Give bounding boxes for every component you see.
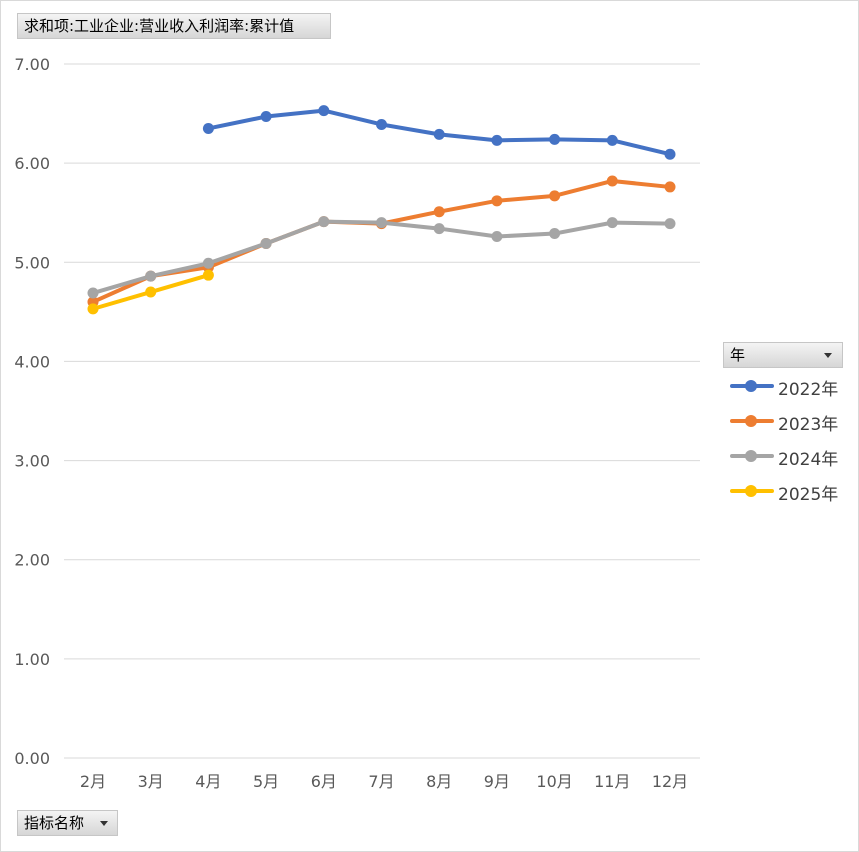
data-point[interactable] [376,217,387,229]
x-tick-label: 7月 [368,772,394,791]
data-point[interactable] [606,175,618,187]
y-tick-label: 7.00 [14,55,50,74]
x-tick-label: 4月 [195,772,221,791]
series-4 [87,269,214,315]
data-point[interactable] [433,223,445,235]
data-point[interactable] [491,134,503,146]
data-point[interactable] [491,195,503,207]
value-field-label: 求和项:工业企业:营业收入利润率:累计值 [24,17,295,35]
data-point[interactable] [664,148,676,160]
chevron-down-icon[interactable] [824,353,832,358]
legend-item-2022[interactable]: 2022年 [726,370,846,405]
y-tick-label: 1.00 [14,650,50,669]
y-tick-label: 2.00 [14,551,50,570]
data-point[interactable] [318,105,330,117]
data-point[interactable] [318,216,330,228]
y-tick-label: 0.00 [14,749,50,768]
data-point[interactable] [549,133,561,145]
data-point[interactable] [549,228,561,240]
legend-item-2024[interactable]: 2024年 [726,440,846,475]
x-tick-label: 10月 [536,772,572,791]
axis-field-label: 指标名称 [24,814,85,832]
y-tick-label: 6.00 [14,154,50,173]
series-3 [87,216,676,299]
series-lines [87,105,676,315]
x-tick-label: 8月 [426,772,452,791]
legend-marker-icon [745,380,757,392]
x-tick-label: 12月 [652,772,688,791]
legend-label: 2024年 [778,450,839,470]
data-point[interactable] [260,237,272,249]
data-point[interactable] [606,217,618,229]
legend: 2022年 2023年 2024年 2025年 [726,370,846,510]
x-tick-label: 5月 [253,772,279,791]
data-point[interactable] [202,122,214,134]
legend-label: 2022年 [778,380,839,400]
data-point[interactable] [606,134,618,146]
legend-marker-icon [745,415,757,427]
gridlines [64,63,700,759]
data-point[interactable] [202,257,214,269]
data-point[interactable] [87,303,99,315]
data-point[interactable] [549,190,561,202]
data-point[interactable] [433,206,445,218]
data-point[interactable] [260,111,272,123]
data-point[interactable] [433,128,445,140]
y-tick-label: 3.00 [14,452,50,471]
series-1 [202,105,676,160]
chevron-down-icon[interactable] [100,821,108,826]
data-point[interactable] [664,181,676,193]
y-axis-tick-labels: 0.00 1.00 2.00 3.00 4.00 5.00 6.00 7.00 [14,55,50,768]
data-point[interactable] [376,118,387,130]
x-tick-label: 9月 [484,772,510,791]
series-2 [87,175,676,308]
x-tick-label: 11月 [594,772,630,791]
x-axis-tick-labels: 2月 3月 4月 5月 6月 7月 8月 9月 10月 11月 12月 [80,772,688,791]
data-point[interactable] [145,270,157,282]
legend-field-label: 年 [730,346,746,364]
data-point[interactable] [664,218,676,230]
legend-field-button[interactable]: 年 [723,342,843,368]
data-point[interactable] [145,286,157,298]
legend-label: 2023年 [778,415,839,435]
y-tick-label: 4.00 [14,352,50,371]
axis-field-button[interactable]: 指标名称 [17,810,118,836]
legend-marker-icon [745,485,757,497]
data-point[interactable] [491,231,503,243]
data-point[interactable] [87,287,99,299]
y-tick-label: 5.00 [14,253,50,272]
x-tick-label: 3月 [138,772,164,791]
value-field-button[interactable]: 求和项:工业企业:营业收入利润率:累计值 [17,13,331,39]
legend-item-2023[interactable]: 2023年 [726,405,846,440]
legend-marker-icon [745,450,757,462]
x-tick-label: 2月 [80,772,106,791]
data-point[interactable] [202,269,214,281]
x-tick-label: 6月 [311,772,337,791]
legend-item-2025[interactable]: 2025年 [726,475,846,510]
legend-label: 2025年 [778,485,839,505]
